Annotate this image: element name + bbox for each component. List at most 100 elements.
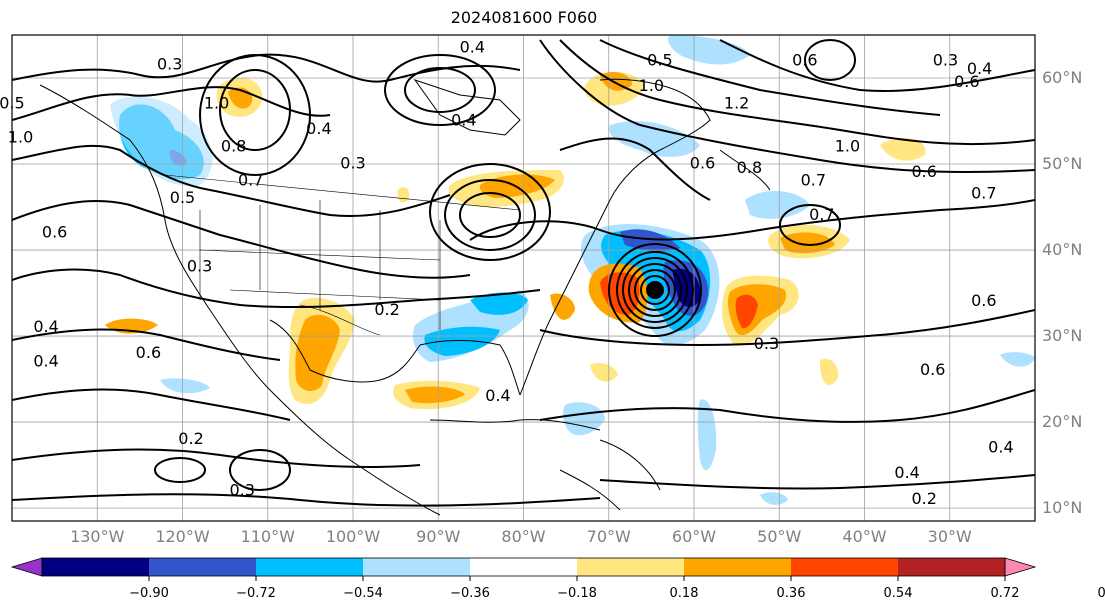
contour-label: 0.3 (340, 154, 365, 173)
colorbar-tick-label: −0.90 (129, 586, 169, 601)
contour-label: 0.5 (170, 188, 195, 207)
longitude-label: 130°W (70, 527, 125, 546)
colorbar-segment (149, 558, 256, 576)
anomaly-negative-region (1000, 352, 1035, 367)
anomaly-positive-region (880, 137, 926, 161)
colorbar-tick-label: −0.72 (236, 586, 276, 601)
anomaly-negative-region (424, 326, 500, 356)
colorbar-tick-label: −0.36 (450, 586, 490, 601)
contour-label: 0.7 (809, 205, 834, 224)
contour-label-layer: 0.30.40.5 0.6 0.3 0.40.61.01.21.00.51.0 0.4 0… (0, 37, 1014, 508)
contour-label: 0.8 (737, 158, 762, 177)
graticule (12, 35, 1035, 521)
colorbar-outline (41, 557, 1006, 577)
contour-label: 0.5 (647, 50, 672, 69)
contour-label: 0.4 (460, 37, 485, 56)
colorbar-segment (470, 558, 577, 576)
latitude-label: 10°N (1042, 498, 1083, 518)
contour-label: 0.6 (971, 291, 996, 310)
contour-label: 0.3 (229, 480, 254, 499)
contour-label: 0.7 (801, 171, 826, 190)
longitude-label: 120°W (155, 527, 210, 546)
longitude-label: 70°W (586, 527, 631, 546)
contour-label: 1.0 (8, 128, 33, 147)
contour-label: 0.7 (971, 184, 996, 203)
colorbar-tick-label: −0.18 (557, 586, 597, 601)
colorbar-extend-max (1004, 557, 1037, 577)
contour-label: 0.4 (988, 437, 1013, 456)
latitude-label: 30°N (1042, 326, 1083, 346)
contour-label: 0.2 (911, 489, 936, 508)
contour-label: 0.6 (911, 162, 936, 181)
latitude-label: 50°N (1042, 154, 1083, 174)
colorbar-tick-label: 0.18 (669, 586, 699, 601)
anomaly-negative-region (668, 35, 750, 65)
contour-label: 0.6 (792, 50, 817, 69)
political-borders (164, 174, 521, 336)
anomaly-negative-region (609, 121, 700, 157)
contour-label: 0.6 (690, 154, 715, 173)
anomaly-positive-region (590, 363, 618, 382)
anomaly-positive-region (600, 71, 632, 91)
contour-label: 0.2 (374, 300, 399, 319)
contour-label: 0.3 (157, 55, 182, 74)
latitude-label: 60°N (1042, 68, 1083, 87)
anomaly-positive-region (820, 358, 839, 385)
colorbar-tick-label: 0.72 (990, 586, 1020, 601)
contour-label: 0.4 (33, 317, 58, 336)
contour-label: 0.7 (238, 171, 263, 190)
latitude-label: 40°N (1042, 240, 1083, 260)
colorbar-segment (42, 558, 149, 576)
anomaly-negative-region (697, 399, 717, 471)
anomaly-negative-region (160, 378, 210, 394)
contour-label: 0.8 (221, 136, 246, 155)
contour-label: 0.4 (451, 111, 476, 130)
colorbar-tick-label: −0.54 (343, 586, 383, 601)
contour-label: 0.3 (754, 334, 779, 353)
contour-label: 0.4 (33, 351, 58, 370)
contour-label: 0.4 (485, 386, 510, 405)
coastlines (39, 78, 771, 516)
longitude-label: 110°W (240, 527, 295, 546)
anomaly-positive-region (780, 232, 835, 254)
colorbar-segment (363, 558, 470, 576)
anomaly-positive-region (397, 187, 410, 203)
anomaly-positive-region (550, 293, 575, 320)
colorbar-segment (898, 558, 1005, 576)
colorbar-tick-label: 0.90 (1097, 586, 1105, 601)
anomaly-negative-region (563, 402, 605, 436)
contour-label: 0.3 (187, 257, 212, 276)
longitude-label: 40°W (842, 527, 887, 546)
longitude-label: 100°W (325, 527, 381, 546)
colorbar-tick-label: 0.54 (883, 586, 913, 601)
contour-label: 0.6 (136, 343, 161, 362)
colorbar-segment (256, 558, 363, 576)
contour-label: 1.0 (835, 136, 860, 155)
storm-center-marker (647, 282, 663, 298)
latitude-label: 20°N (1042, 412, 1083, 432)
colorbar-segment (684, 558, 791, 576)
contour-label: 0.4 (967, 59, 992, 78)
colorbar-segment (577, 558, 684, 576)
anomaly-positive-region (295, 314, 340, 392)
contour-label: 1.2 (724, 93, 749, 112)
longitude-label: 80°W (501, 527, 546, 546)
contour-label: 0.6 (954, 72, 979, 91)
longitude-label: 60°W (671, 527, 717, 546)
colorbar-tick-label: 0.36 (776, 586, 806, 601)
colorbar-extend-min (10, 557, 43, 577)
contour-label: 1.0 (204, 93, 229, 112)
map-frame (11, 34, 1036, 522)
contour-label: 0.4 (894, 463, 919, 482)
height-contours (12, 39, 1035, 507)
anomaly-fill-layer (105, 35, 1035, 505)
anomaly-positive-region (405, 386, 465, 404)
anomaly-negative-region (760, 492, 788, 505)
contour-label: 1.0 (639, 76, 664, 95)
longitude-label: 30°W (927, 527, 972, 546)
anomaly-negative-region (745, 190, 810, 219)
longitude-label: 50°W (757, 527, 802, 546)
colorbar (10, 557, 1037, 581)
contour-label: 0.6 (920, 360, 945, 379)
